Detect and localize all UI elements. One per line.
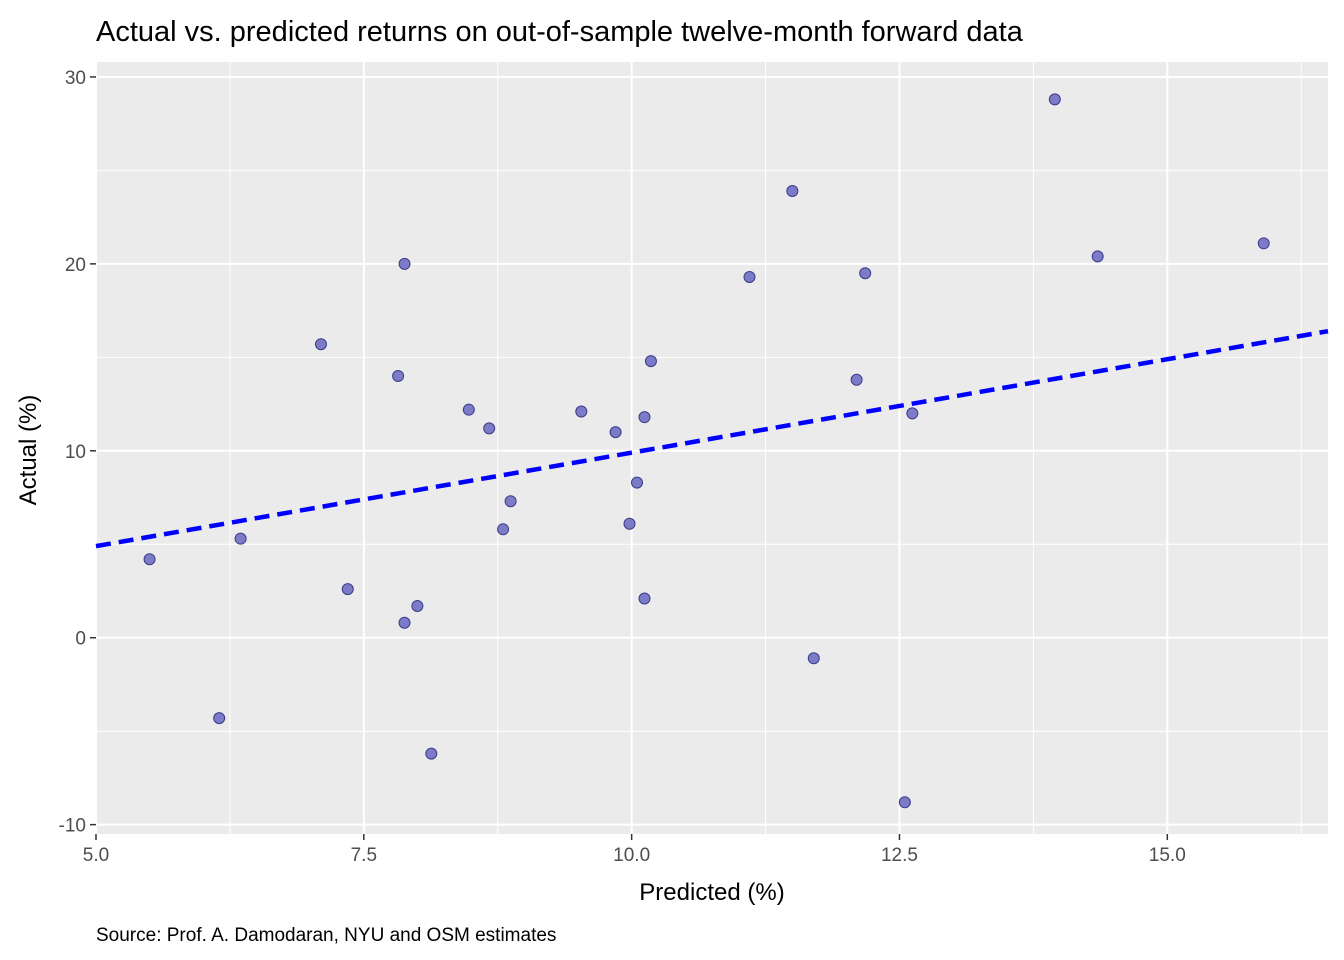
data-point <box>398 616 411 629</box>
major-gridlines <box>95 62 1328 834</box>
data-point <box>638 592 651 605</box>
data-point <box>425 747 438 760</box>
x-axis-title: Predicted (%) <box>639 879 784 906</box>
data-point <box>906 407 919 420</box>
data-point <box>497 523 510 536</box>
y-tick-label: 20 <box>65 255 86 276</box>
x-tick-label: 5.0 <box>83 845 109 866</box>
data-point <box>1091 250 1104 263</box>
data-point <box>609 426 622 439</box>
data-point <box>143 553 156 566</box>
plot-panel <box>96 62 1328 834</box>
data-point <box>462 403 475 416</box>
data-point <box>1257 237 1270 250</box>
data-point <box>314 338 327 351</box>
y-axis: -10 0 10 20 30 <box>59 68 96 837</box>
data-point <box>623 517 636 530</box>
y-tick-label: 10 <box>65 442 86 463</box>
chart-title: Actual vs. predicted returns on out-of-s… <box>96 16 1024 48</box>
y-axis-title: Actual (%) <box>15 395 42 506</box>
data-point <box>807 652 820 665</box>
minor-gridlines <box>96 62 1328 834</box>
data-point <box>483 422 496 435</box>
data-point <box>398 257 411 270</box>
data-point <box>859 267 872 280</box>
data-point <box>392 370 405 383</box>
data-point <box>638 411 651 424</box>
data-point <box>743 270 756 283</box>
data-point <box>575 405 588 418</box>
data-point <box>234 532 247 545</box>
data-point <box>898 796 911 809</box>
x-tick-label: 10.0 <box>613 845 650 866</box>
y-tick-label: 30 <box>65 68 86 89</box>
data-point <box>411 599 424 612</box>
data-point <box>786 184 799 197</box>
data-point <box>644 355 657 368</box>
x-tick-label: 12.5 <box>881 845 918 866</box>
y-tick-label: -10 <box>59 816 86 837</box>
data-point <box>850 373 863 386</box>
data-point <box>504 495 517 508</box>
data-points <box>143 93 1270 809</box>
data-point <box>1048 93 1061 106</box>
y-tick-label: 0 <box>75 629 86 650</box>
data-point <box>213 712 226 725</box>
x-tick-label: 15.0 <box>1149 845 1186 866</box>
trend-line <box>95 328 1329 549</box>
data-point <box>341 583 354 596</box>
data-point <box>631 476 644 489</box>
x-axis: 5.0 7.5 10.0 12.5 15.0 <box>83 834 1186 866</box>
x-tick-label: 7.5 <box>351 845 377 866</box>
source-caption: Source: Prof. A. Damodaran, NYU and OSM … <box>96 925 556 946</box>
